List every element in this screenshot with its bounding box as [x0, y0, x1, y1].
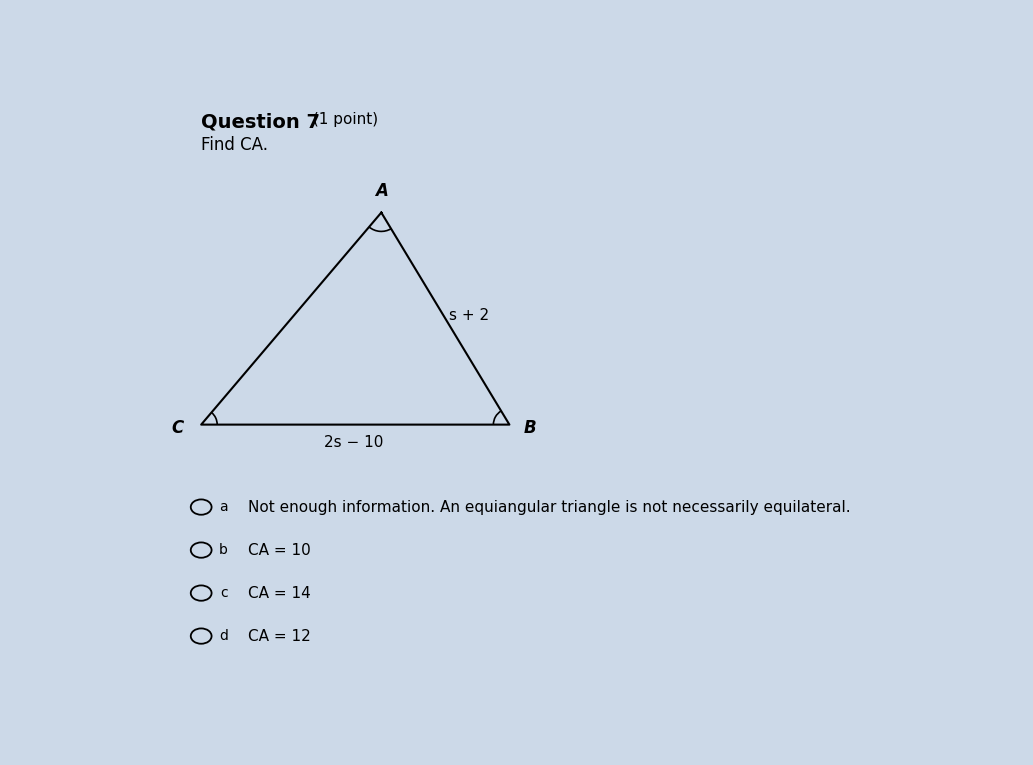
Text: a: a [219, 500, 228, 514]
Text: A: A [375, 181, 387, 200]
Text: c: c [220, 586, 227, 600]
Text: CA = 12: CA = 12 [248, 629, 310, 643]
Text: Find CA.: Find CA. [201, 136, 269, 154]
Text: CA = 14: CA = 14 [248, 585, 310, 601]
Text: d: d [219, 629, 228, 643]
Text: C: C [171, 418, 184, 437]
Text: Not enough information. An equiangular triangle is not necessarily equilateral.: Not enough information. An equiangular t… [248, 500, 850, 515]
Text: 2s − 10: 2s − 10 [323, 435, 383, 450]
Text: CA = 10: CA = 10 [248, 542, 310, 558]
Text: b: b [219, 543, 228, 557]
Text: B: B [524, 418, 536, 437]
Text: (1 point): (1 point) [308, 112, 378, 128]
Text: Question 7: Question 7 [201, 112, 320, 132]
Text: s + 2: s + 2 [449, 308, 490, 323]
